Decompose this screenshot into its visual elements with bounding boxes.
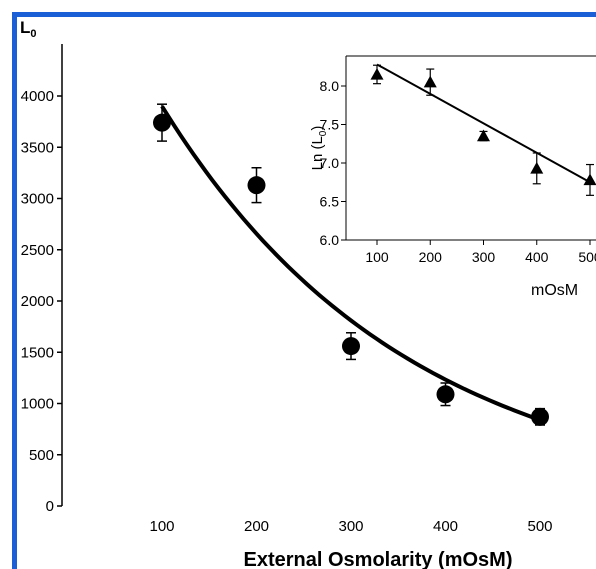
inset-y-tick-label: 7.0 — [320, 155, 340, 171]
inset-y-ticks: 6.0 6.5 7.0 7.5 8.0 — [320, 78, 346, 248]
data-point-circle — [153, 113, 171, 132]
data-point-circle — [342, 337, 360, 356]
inset-y-tick-label: 6.5 — [320, 194, 340, 210]
main-xlabel: External Osmolarity (mOsM) — [244, 549, 513, 569]
data-point-circle — [247, 176, 266, 195]
data-point-triangle — [583, 173, 596, 186]
y-tick-label: 4000 — [21, 88, 54, 105]
y-tick-label: 2000 — [21, 293, 54, 310]
y-tick-label: 500 — [29, 447, 54, 464]
border-top — [14, 12, 596, 17]
y-tick-label: 3500 — [21, 139, 54, 156]
main-plot: L0 0 500 1000 1500 2000 2500 3000 3500 4000 100 2… — [20, 18, 553, 569]
inset-y-tick-label: 8.0 — [320, 78, 340, 94]
inset-xlabel: mOsM — [531, 282, 578, 299]
y-tick-label: 1500 — [21, 344, 54, 361]
inset-x-ticks: 100 200 300 400 500 — [365, 240, 596, 265]
inset-y-tick-label: 6.0 — [320, 232, 340, 248]
y-tick-label: 0 — [46, 498, 54, 515]
x-tick-label: 100 — [149, 518, 174, 535]
x-tick-label: 300 — [338, 518, 363, 535]
x-tick-label: 200 — [244, 518, 269, 535]
inset-points — [370, 64, 596, 196]
data-point-circle — [436, 385, 455, 404]
data-point-triangle — [477, 129, 490, 142]
y-tick-label: 1000 — [21, 396, 54, 413]
main-x-ticks: 100 200 300 400 500 — [149, 518, 552, 535]
y-tick-label: 2500 — [21, 242, 54, 259]
inset-x-tick-label: 200 — [419, 249, 443, 265]
data-point-triangle — [370, 67, 384, 80]
x-tick-label: 400 — [433, 518, 458, 535]
inset-x-tick-label: 100 — [365, 249, 389, 265]
data-point-circle — [531, 407, 549, 426]
x-tick-label: 500 — [527, 518, 552, 535]
inset-x-tick-label: 500 — [578, 249, 596, 265]
main-y-ticks: 0 500 1000 1500 2000 2500 3000 3500 4000 — [21, 88, 62, 515]
border-left — [12, 12, 17, 569]
data-point-triangle — [530, 161, 544, 174]
data-point-triangle — [423, 75, 437, 88]
main-points — [153, 103, 549, 426]
inset-fit-line — [376, 63, 591, 184]
main-ylabel: L0 — [20, 18, 37, 40]
inset-ylabel: Ln (L0) — [309, 126, 329, 171]
inset-x-tick-label: 300 — [472, 249, 496, 265]
inset-x-tick-label: 400 — [525, 249, 549, 265]
inset-y-tick-label: 7.5 — [320, 117, 340, 133]
y-tick-label: 3000 — [21, 191, 54, 208]
main-fit-curve — [160, 105, 541, 422]
